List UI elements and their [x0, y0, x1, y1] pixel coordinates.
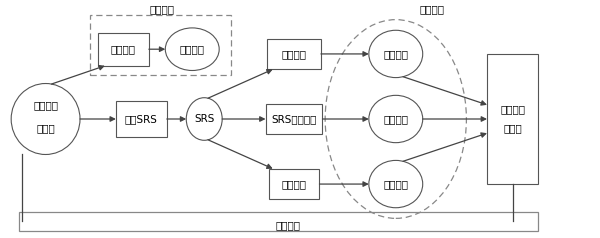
Text: 和解决: 和解决 — [503, 124, 522, 134]
Bar — [487, 54, 538, 184]
Text: 检视报告: 检视报告 — [383, 114, 408, 124]
Ellipse shape — [11, 84, 80, 154]
Text: SRS正规检视: SRS正规检视 — [271, 114, 317, 124]
Text: 问题跟踪: 问题跟踪 — [500, 104, 525, 114]
Bar — [116, 101, 167, 137]
Ellipse shape — [186, 98, 222, 140]
Text: 审计报告: 审计报告 — [383, 49, 408, 59]
Text: 过程审计: 过程审计 — [281, 49, 307, 59]
Text: 跟踪记录: 跟踪记录 — [180, 44, 205, 54]
Text: 说明书: 说明书 — [36, 124, 55, 134]
Bar — [269, 169, 319, 199]
Text: 产品规格: 产品规格 — [33, 100, 58, 110]
Text: 数据共享: 数据共享 — [275, 220, 301, 230]
Text: 无用数据: 无用数据 — [150, 4, 175, 14]
Text: 需求跟踪: 需求跟踪 — [111, 44, 136, 54]
Text: 冗余数据: 冗余数据 — [419, 4, 444, 14]
Text: 审计报告: 审计报告 — [383, 179, 408, 189]
Text: SRS: SRS — [194, 114, 214, 124]
Ellipse shape — [166, 28, 219, 70]
Bar — [98, 33, 149, 66]
Ellipse shape — [369, 95, 423, 143]
Bar — [19, 213, 538, 231]
Ellipse shape — [369, 30, 423, 78]
Text: 质量分析: 质量分析 — [281, 179, 307, 189]
Bar — [91, 15, 231, 75]
Text: 撒写SRS: 撒写SRS — [125, 114, 158, 124]
Bar — [267, 39, 321, 69]
Ellipse shape — [369, 160, 423, 208]
Bar — [266, 104, 322, 134]
